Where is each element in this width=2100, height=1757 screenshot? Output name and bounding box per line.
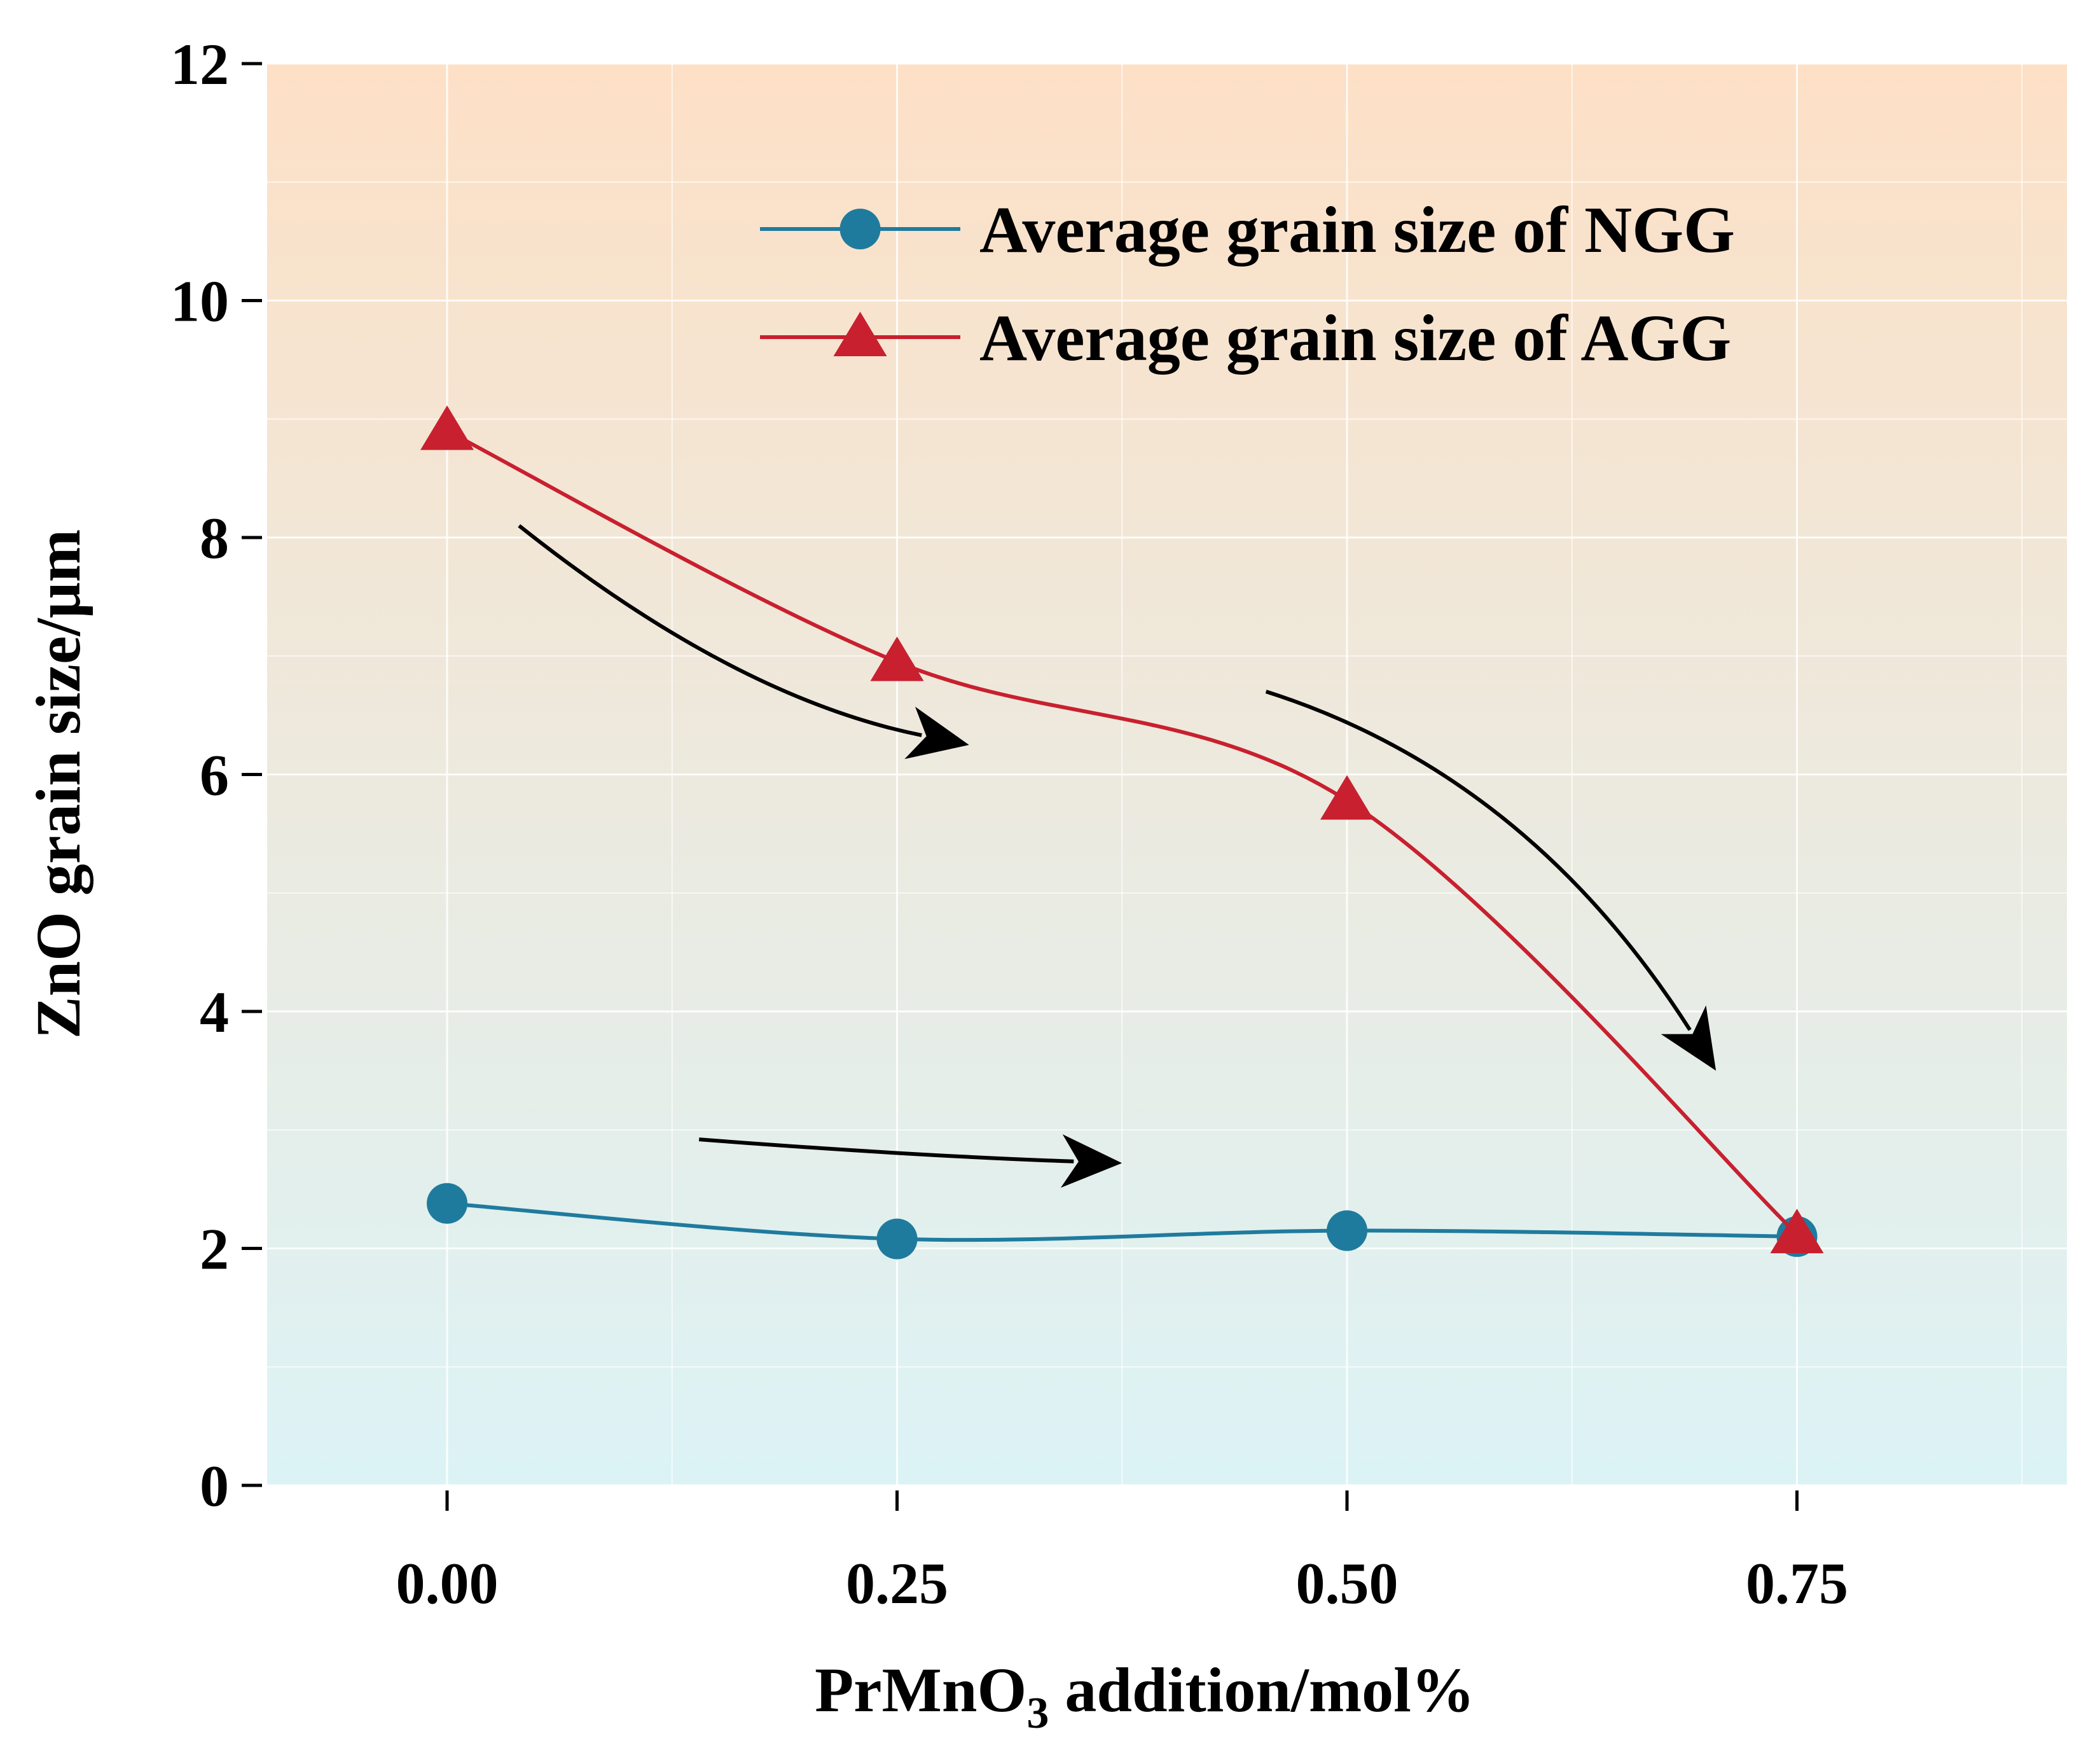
data-point-triangle — [420, 405, 474, 450]
y-tick-label: 10 — [170, 269, 229, 334]
arrow-head — [904, 706, 969, 760]
arrow-head — [1060, 1134, 1123, 1188]
data-point-circle — [876, 1218, 918, 1260]
x-tick-label: 0.25 — [846, 1551, 948, 1616]
y-tick-label: 0 — [200, 1454, 229, 1518]
series-line — [446, 429, 1799, 1236]
legend-item: Average grain size of AGG — [760, 302, 1731, 375]
arrow-shaft — [698, 1137, 1074, 1163]
legend-circle-marker — [839, 209, 881, 249]
data-point-triangle — [870, 636, 924, 681]
legend: Average grain size of NGG Average grain s… — [760, 193, 1735, 375]
annotation-arrows — [518, 524, 1717, 1188]
y-tick-label: 12 — [170, 32, 229, 97]
y-tick-label: 4 — [200, 980, 229, 1045]
series-agg — [420, 405, 1824, 1254]
x-axis-title-base: PrMnO — [815, 1655, 1026, 1725]
trend-arrow — [1265, 690, 1717, 1071]
series-layer — [420, 405, 1824, 1260]
legend-item: Average grain size of NGG — [760, 193, 1735, 267]
x-tick-label: 0.50 — [1296, 1551, 1399, 1616]
series-line — [446, 1201, 1797, 1242]
data-point-triangle — [1320, 775, 1374, 820]
axes: 0 2 4 6 8 10 12 0.00 0.25 0.50 0.75 — [170, 32, 1848, 1616]
x-tick-label: 0.00 — [396, 1551, 499, 1616]
x-axis-title-rest: addition/mol% — [1049, 1655, 1475, 1725]
legend-triangle-marker — [833, 312, 887, 356]
y-axis-title: ZnO grain size/μm — [23, 529, 93, 1039]
y-tick-label: 8 — [200, 506, 229, 571]
data-point-circle — [427, 1183, 467, 1224]
legend-label: Average grain size of NGG — [979, 193, 1735, 267]
arrow-shaft — [518, 524, 922, 737]
y-tick-label: 2 — [200, 1217, 229, 1282]
arrow-shaft — [1265, 690, 1692, 1031]
trend-arrow — [698, 1134, 1123, 1188]
legend-label: Average grain size of AGG — [979, 302, 1731, 375]
x-axis-title-subscript: 3 — [1026, 1689, 1049, 1738]
y-tick-label: 6 — [200, 743, 229, 808]
x-tick-label: 0.75 — [1746, 1551, 1848, 1616]
x-axis-title: PrMnO3 addition/mol% — [815, 1655, 1475, 1738]
arrow-head — [1661, 1005, 1717, 1071]
data-point-circle — [1327, 1210, 1367, 1251]
data-point-triangle — [1770, 1209, 1824, 1254]
trend-arrow — [518, 524, 969, 760]
